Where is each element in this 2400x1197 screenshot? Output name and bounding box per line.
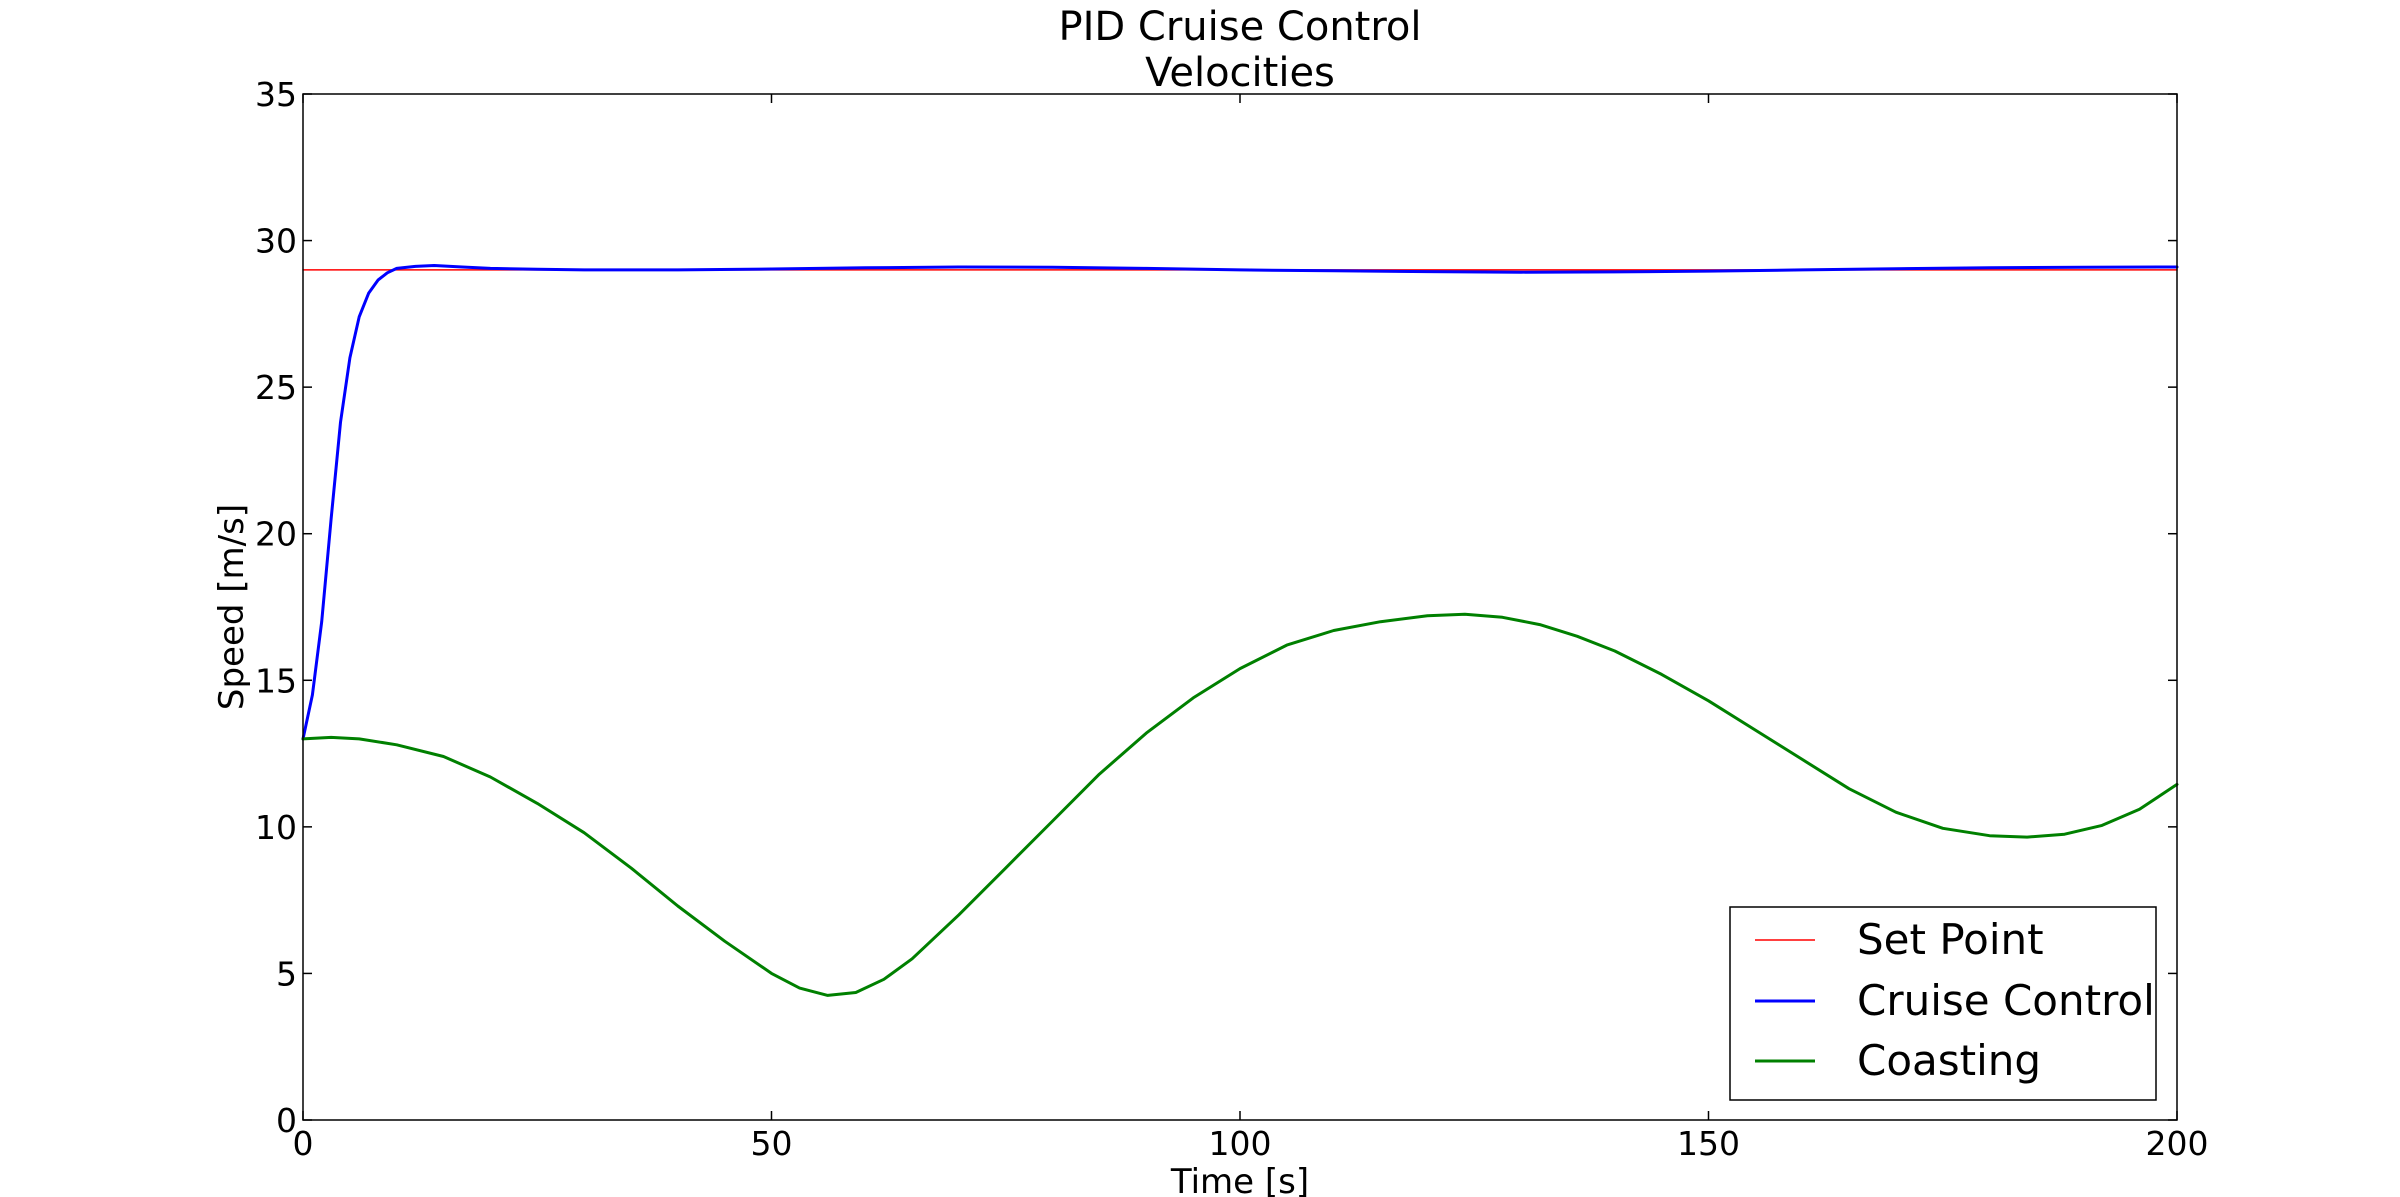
legend-box xyxy=(1729,906,2157,1101)
chart-title-line-1: PID Cruise Control xyxy=(1058,4,1421,50)
axis-ticks: 0 50 100 150 200 0 5 10 15 20 25 30 35 xyxy=(255,75,2209,1163)
y-tick-label: 10 xyxy=(255,808,297,847)
series-line-coasting xyxy=(301,612,2179,997)
x-tick-label: 100 xyxy=(1209,1124,1272,1163)
legend: Set Point Cruise Control Coasting xyxy=(1729,906,2157,1101)
x-tick-label: 0 xyxy=(293,1124,314,1163)
x-axis-label: Time [s] xyxy=(1170,1162,1309,1197)
series-line-cruise-control xyxy=(301,264,2179,741)
legend-label-coasting: Coasting xyxy=(1857,1036,2041,1085)
y-tick-label: 30 xyxy=(255,222,297,261)
y-axis-label: Speed [m/s] xyxy=(212,504,252,710)
y-tick-label: 20 xyxy=(255,515,297,554)
y-tick-label: 35 xyxy=(255,75,297,114)
plot-lines xyxy=(301,264,2179,997)
x-tick-label: 50 xyxy=(751,1124,793,1163)
y-tick-label: 5 xyxy=(276,954,297,993)
legend-label-set-point: Set Point xyxy=(1857,915,2044,964)
y-tick-label: 25 xyxy=(255,368,297,407)
chart-title-line-2: Velocities xyxy=(1145,50,1335,96)
y-tick-label: 15 xyxy=(255,661,297,700)
y-tick-label: 0 xyxy=(276,1101,297,1140)
x-tick-label: 150 xyxy=(1677,1124,1740,1163)
x-tick-label: 200 xyxy=(2146,1124,2209,1163)
legend-label-cruise-control: Cruise Control xyxy=(1857,976,2155,1025)
